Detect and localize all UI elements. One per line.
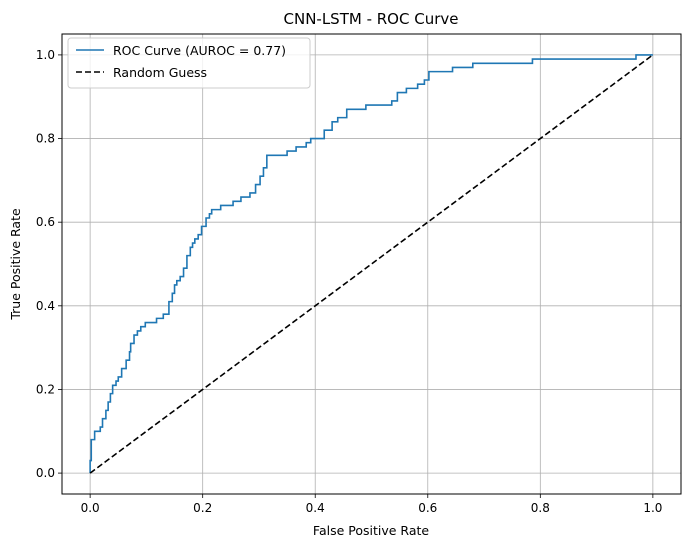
y-tick-label: 1.0 — [36, 48, 55, 62]
legend: ROC Curve (AUROC = 0.77) Random Guess — [67, 37, 311, 89]
legend-box — [67, 37, 311, 89]
x-tick-label: 0.6 — [418, 501, 437, 515]
plot-lines — [89, 54, 654, 474]
random-guess-line — [89, 54, 654, 474]
y-tick-label: 0.0 — [36, 466, 55, 480]
x-tick-label: 0.2 — [193, 501, 212, 515]
y-tick-label: 0.6 — [36, 215, 55, 229]
grid — [62, 34, 681, 494]
roc-curve-line — [89, 54, 653, 474]
ticks: 0.0 0.2 0.4 0.6 0.8 1.0 0.0 0.2 0.4 0.6 0.8 1.0 — [36, 48, 663, 515]
x-axis-label: False Positive Rate — [313, 523, 429, 538]
legend-label-random: Random Guess — [113, 65, 207, 80]
x-tick-label: 0.4 — [306, 501, 325, 515]
chart-title: CNN-LSTM - ROC Curve — [284, 10, 459, 28]
y-tick-label: 0.8 — [36, 132, 55, 146]
legend-label-roc: ROC Curve (AUROC = 0.77) — [113, 43, 286, 58]
y-tick-label: 0.4 — [36, 299, 55, 313]
x-tick-label: 0.8 — [531, 501, 550, 515]
x-tick-label: 1.0 — [643, 501, 662, 515]
x-tick-label: 0.0 — [81, 501, 100, 515]
y-axis-label: True Positive Rate — [8, 208, 23, 321]
y-tick-label: 0.2 — [36, 382, 55, 396]
plot-frame — [61, 33, 682, 495]
